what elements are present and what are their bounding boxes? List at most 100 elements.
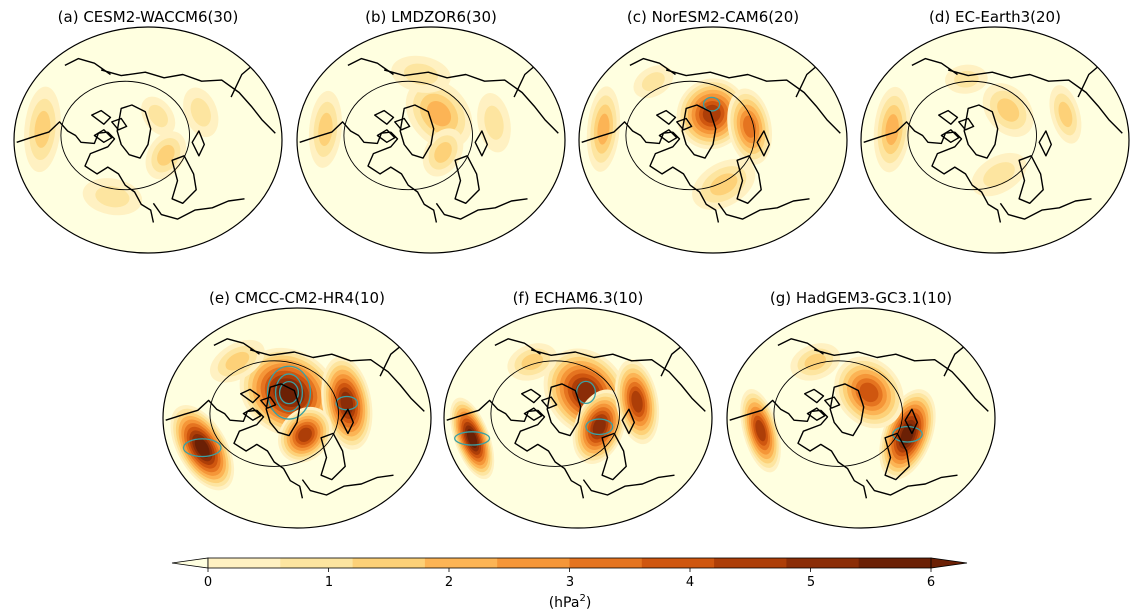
coastline (804, 388, 825, 404)
coastline (541, 396, 558, 409)
coastline (582, 474, 675, 496)
colorbar (171, 557, 968, 572)
coastline (84, 131, 155, 223)
coastline (116, 104, 152, 159)
anomaly-fill-c (710, 173, 738, 196)
map-boundary (443, 307, 713, 529)
colorbar-extend-max (930, 557, 968, 569)
anomaly-fill-b (484, 105, 504, 140)
latitude-circle (907, 80, 1037, 191)
colorbar-tick-label: 5 (807, 575, 815, 590)
map-panel-d (860, 26, 1130, 254)
unit-label-close: ) (586, 595, 591, 611)
coastline (301, 474, 394, 496)
colorbar-tick-label: 1 (325, 575, 333, 590)
map-boundary (578, 26, 848, 254)
coastline (865, 474, 958, 496)
map-field-c (579, 27, 847, 253)
coastline (93, 129, 113, 143)
map-field-a (14, 27, 282, 253)
significance-contour-f (585, 418, 614, 436)
map-field-g (727, 308, 995, 528)
significance-contour-e (274, 373, 304, 412)
coastline (911, 57, 958, 76)
significance-contour-f (454, 431, 491, 446)
colorbar-segment (424, 558, 498, 568)
anomaly-fill-b (426, 101, 452, 127)
colorbar-segment (280, 558, 354, 568)
coastline (681, 104, 717, 159)
coastline (242, 407, 262, 421)
coastline (904, 408, 918, 435)
colorbar-segment (786, 558, 860, 568)
coastline (729, 399, 821, 422)
anomaly-fill-f (466, 428, 478, 449)
colorbar-segment (641, 558, 715, 568)
coastline (884, 432, 910, 481)
coastline (399, 104, 435, 159)
significance-contour-e (266, 365, 312, 420)
coastline (863, 121, 955, 145)
coastline (947, 69, 1123, 134)
coastline (676, 117, 693, 131)
map-boundary (726, 307, 996, 529)
anomaly-fill-a (148, 104, 168, 128)
coastline (376, 129, 396, 143)
coastline (260, 396, 277, 409)
panel-title-g: (g) HadGEM3-GC3.1(10) (770, 289, 952, 307)
coastline (797, 409, 868, 499)
anomaly-fill-g (900, 423, 915, 445)
significance-contour-c (702, 96, 721, 112)
coastline (171, 155, 197, 204)
coastline (91, 109, 112, 125)
coastline (940, 129, 960, 143)
coastline (394, 117, 411, 131)
coastline (16, 121, 108, 145)
colorbar-segment (352, 558, 426, 568)
latitude-circle (490, 360, 620, 467)
map-field-f (444, 308, 712, 528)
colorbar-tick-label: 4 (686, 575, 694, 590)
anomaly-fill-d (885, 114, 899, 146)
colorbar-segment (714, 558, 787, 568)
coastline (152, 198, 245, 220)
panel-title-f: (f) ECHAM6.3(10) (513, 289, 644, 307)
map-panel-b (296, 26, 566, 254)
anomaly-fill-b (403, 63, 439, 85)
panel-title-a: (a) CESM2-WACCM6(30) (58, 8, 239, 26)
latitude-circle (209, 360, 339, 467)
panel-title-e: (e) CMCC-CM2-HR4(10) (209, 289, 385, 307)
coastline (649, 131, 720, 223)
latitude-circle (343, 80, 473, 191)
anomaly-fill-d (1058, 101, 1073, 128)
coastline (446, 399, 538, 422)
map-boundary (860, 26, 1130, 254)
map-panel-a (13, 26, 283, 254)
coastline (454, 155, 480, 204)
panel-title-d: (d) EC-Earth3(20) (929, 8, 1061, 26)
colorbar-segment (858, 558, 932, 568)
anomaly-fill-b (434, 142, 452, 163)
coastline (213, 338, 260, 355)
latitude-circle (625, 80, 755, 191)
colorbar-unit-label: (hPa2) (549, 593, 592, 611)
coastline (813, 349, 989, 412)
coastline (806, 407, 826, 421)
anomaly-fill-g (859, 382, 879, 403)
anomaly-fill-f (592, 417, 606, 436)
anomaly-fill-e (225, 351, 250, 371)
coastline (367, 131, 438, 223)
colorbar-segment (569, 558, 643, 568)
map-panel-g (726, 307, 996, 529)
colorbar-segment (497, 558, 570, 568)
anomaly-fill-g (755, 420, 766, 442)
coastline (100, 69, 276, 134)
anomaly-fill-f (631, 390, 643, 413)
coastline (601, 432, 627, 481)
latitude-circle (60, 80, 190, 191)
coastline (64, 57, 111, 76)
coastline (320, 432, 346, 481)
coastline (340, 408, 354, 435)
map-panel-c (578, 26, 848, 254)
coastline (523, 407, 543, 421)
